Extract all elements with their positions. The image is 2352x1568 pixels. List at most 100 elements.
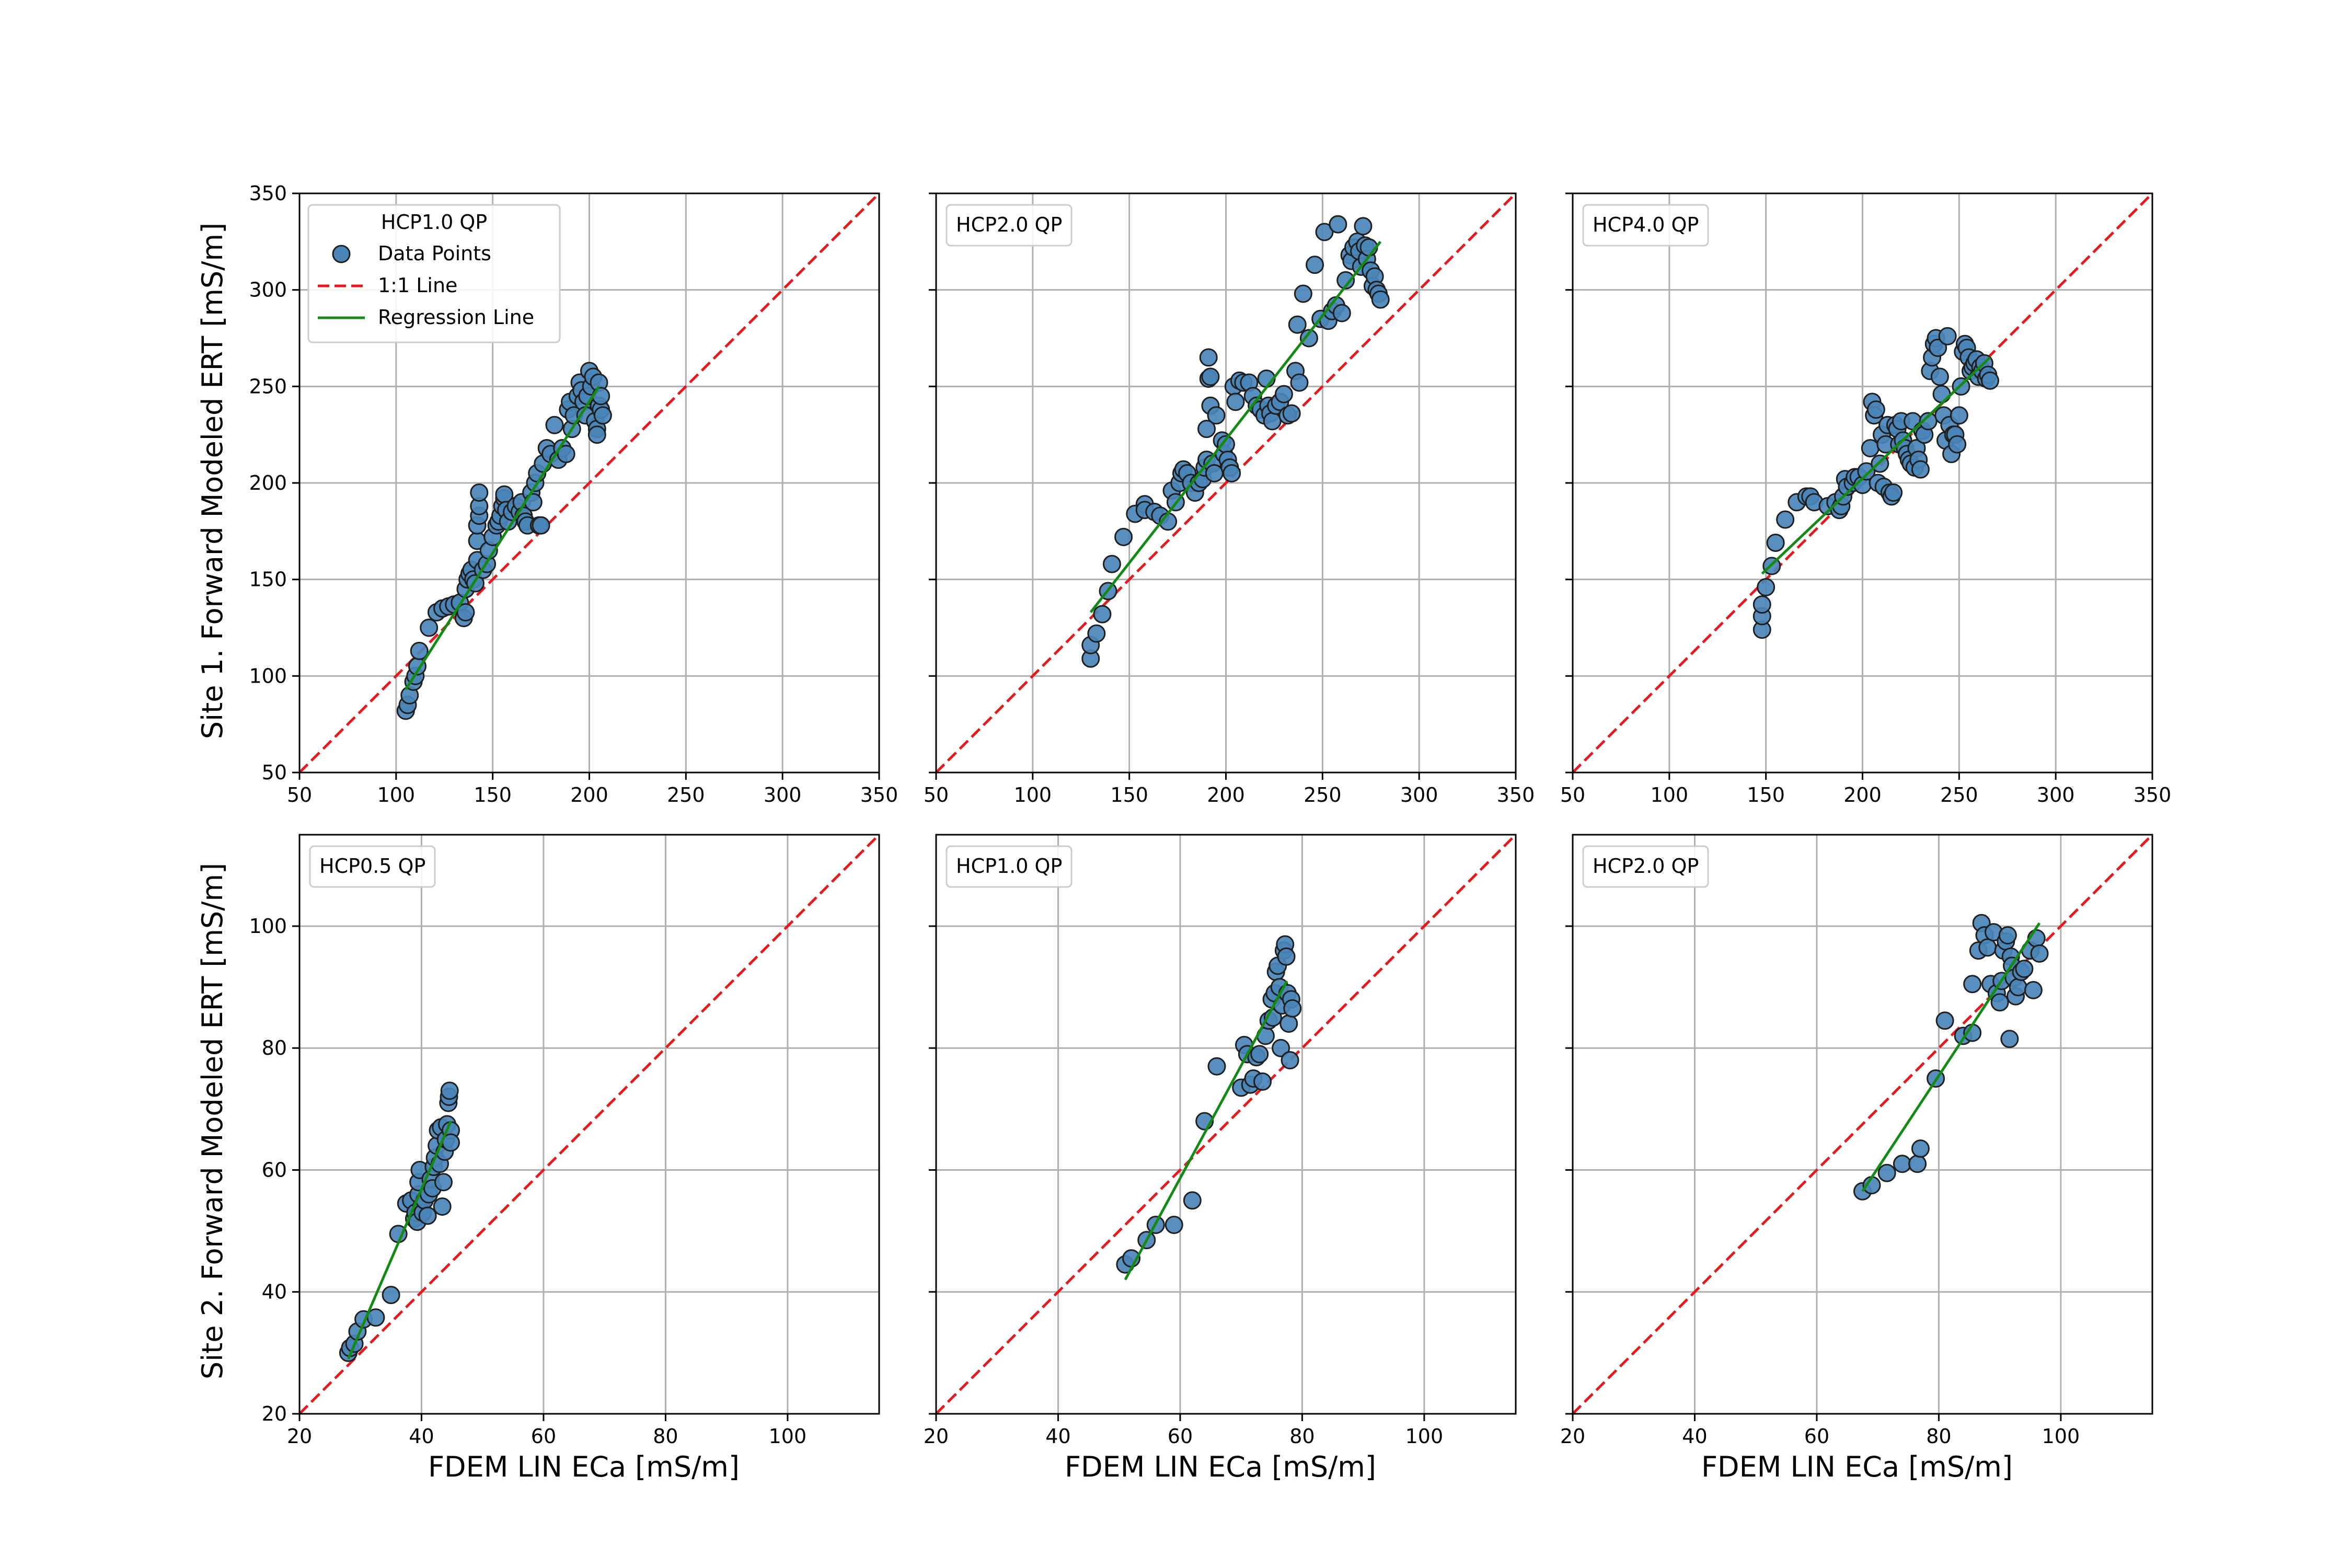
x-tick-label: 250 bbox=[1940, 783, 1978, 806]
data-point bbox=[382, 1286, 400, 1305]
data-point bbox=[418, 1206, 437, 1225]
y-tick-label: 150 bbox=[249, 568, 287, 591]
panel-label: HCP1.0 QP bbox=[956, 855, 1062, 878]
panel-label-box bbox=[946, 845, 1073, 888]
panel-2: 50 100 150 200 250 300 350 HCP2.0 QP bbox=[924, 192, 1535, 806]
data-point bbox=[1935, 1011, 1954, 1030]
panels: 50 100 150 200 250 300 350 50 100 150 200 250 300 350… bbox=[249, 182, 2171, 1448]
x-tick-label: 80 bbox=[653, 1425, 678, 1448]
data-point bbox=[1183, 1191, 1202, 1210]
x-axis-label-col-2: FDEM LIN ECa [mS/m] bbox=[1065, 1450, 1376, 1483]
data-point bbox=[1283, 999, 1302, 1018]
data-point bbox=[1294, 284, 1312, 303]
legend-box bbox=[307, 204, 561, 343]
data-point bbox=[420, 618, 439, 637]
panel-label-box bbox=[309, 845, 436, 888]
data-point bbox=[1263, 412, 1282, 431]
data-point bbox=[1336, 271, 1355, 290]
x-tick-label: 50 bbox=[287, 783, 312, 806]
data-point bbox=[1753, 595, 1771, 614]
x-tick-label: 300 bbox=[764, 783, 802, 806]
data-point bbox=[1093, 605, 1112, 624]
panel-3: 50 100 150 200 250 300 350 HCP4.0 QP bbox=[1560, 192, 2172, 806]
x-tick-label: 80 bbox=[1926, 1425, 1951, 1448]
x-tick-label: 250 bbox=[1304, 783, 1342, 806]
data-point bbox=[1861, 439, 1880, 458]
x-tick-label: 350 bbox=[860, 783, 898, 806]
data-point bbox=[1165, 1215, 1183, 1234]
data-point bbox=[1282, 404, 1301, 423]
x-tick-label: 350 bbox=[2134, 783, 2172, 806]
data-point bbox=[1990, 993, 2009, 1012]
one-to-one-line bbox=[936, 193, 1516, 773]
data-point bbox=[1893, 1155, 1911, 1173]
legend-label-one-to-one: 1:1 Line bbox=[378, 274, 457, 297]
data-point bbox=[1272, 1039, 1290, 1057]
data-point bbox=[1866, 400, 1885, 419]
data-point bbox=[557, 445, 575, 464]
data-point bbox=[2009, 978, 2027, 997]
x-tick-label: 100 bbox=[1405, 1425, 1444, 1448]
panel-4: 20 40 60 80 100 20 40 60 80 100 HCP0.5 QP bbox=[249, 834, 880, 1448]
plot-area bbox=[1573, 835, 2152, 1414]
regression-line bbox=[1124, 980, 1288, 1281]
x-tick-label: 60 bbox=[1804, 1425, 1829, 1448]
plot-area bbox=[936, 193, 1516, 773]
regression-line bbox=[347, 1121, 452, 1360]
data-point bbox=[1884, 483, 1903, 502]
y-tick-label: 80 bbox=[262, 1036, 287, 1059]
legend-label-data-points: Data Points bbox=[378, 242, 491, 265]
data-point bbox=[1329, 215, 1347, 234]
x-axis-label-col-3: FDEM LIN ECa [mS/m] bbox=[1701, 1450, 2013, 1483]
data-point bbox=[1332, 304, 1351, 322]
panel-label-box bbox=[1582, 845, 1709, 888]
y-tick-label: 60 bbox=[262, 1158, 287, 1181]
x-tick-label: 20 bbox=[924, 1425, 949, 1448]
data-point bbox=[1087, 624, 1106, 643]
y-tick-label: 100 bbox=[249, 664, 287, 687]
data-point bbox=[1306, 256, 1324, 274]
x-tick-label: 300 bbox=[2037, 783, 2075, 806]
x-tick-label: 40 bbox=[1682, 1425, 1707, 1448]
one-to-one-line bbox=[299, 193, 879, 773]
x-tick-label: 40 bbox=[1045, 1425, 1070, 1448]
axes-frame bbox=[1572, 834, 2153, 1415]
panel-label: HCP0.5 QP bbox=[319, 855, 425, 878]
data-point bbox=[1102, 555, 1121, 573]
data-point bbox=[1938, 327, 1957, 345]
x-tick-label: 100 bbox=[769, 1425, 807, 1448]
data-point bbox=[1207, 406, 1226, 425]
y-tick-label: 300 bbox=[249, 279, 287, 302]
one-to-one-line bbox=[299, 835, 879, 1414]
row-label-site-2: Site 2. Forward Modeled ERT [mS/m] bbox=[196, 863, 229, 1379]
data-point bbox=[440, 1081, 459, 1100]
x-tick-label: 80 bbox=[1289, 1425, 1315, 1448]
data-point bbox=[1948, 435, 1967, 454]
data-point bbox=[2030, 944, 2049, 963]
x-tick-label: 100 bbox=[2042, 1425, 2080, 1448]
data-point bbox=[1877, 1163, 1896, 1182]
data-point bbox=[1299, 329, 1318, 348]
data-point bbox=[1908, 1155, 1927, 1173]
plot-area bbox=[936, 835, 1516, 1414]
data-point bbox=[1963, 975, 1982, 994]
data-point bbox=[1766, 533, 1785, 552]
x-tick-label: 250 bbox=[667, 783, 705, 806]
x-tick-label: 150 bbox=[1110, 783, 1148, 806]
data-point bbox=[1932, 385, 1951, 403]
data-point bbox=[2015, 960, 2034, 978]
data-point bbox=[1201, 367, 1220, 386]
data-point bbox=[1950, 406, 1968, 425]
legend: HCP1.0 QP Data Points 1:1 Line Regression L… bbox=[307, 204, 561, 343]
x-axis-label-col-1: FDEM LIN ECa [mS/m] bbox=[428, 1450, 740, 1483]
data-point bbox=[1253, 1072, 1272, 1091]
data-point bbox=[1279, 1014, 1298, 1033]
data-point bbox=[2000, 1030, 2019, 1048]
regression-line bbox=[1861, 922, 2041, 1192]
x-tick-label: 150 bbox=[1747, 783, 1785, 806]
data-point bbox=[1288, 315, 1307, 334]
legend-label-regression: Regression Line bbox=[378, 306, 534, 329]
data-point bbox=[1199, 348, 1218, 367]
data-point bbox=[1857, 462, 1876, 481]
